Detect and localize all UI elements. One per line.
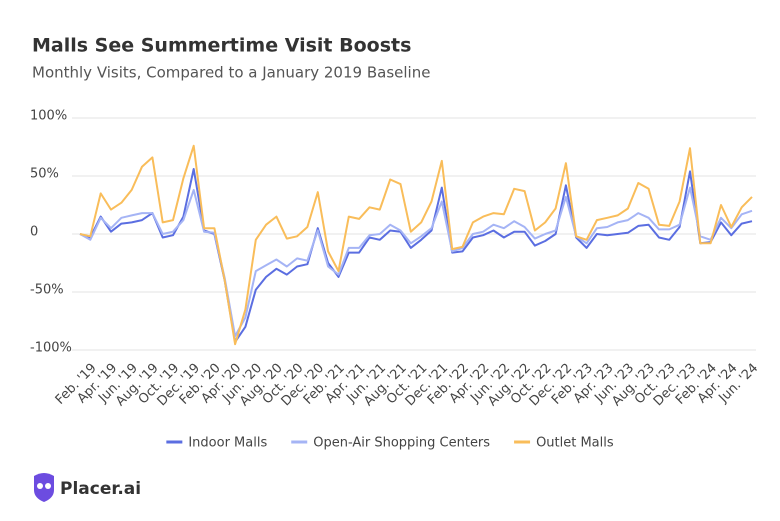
y-tick-label: -50% (30, 283, 64, 298)
chart-title: Malls See Summertime Visit Boosts (32, 35, 411, 57)
chart-subtitle: Monthly Visits, Compared to a January 20… (32, 64, 430, 82)
y-tick-label: -100% (30, 341, 72, 356)
series-line (79, 168, 753, 343)
logo-eye (45, 483, 51, 489)
legend-label: Indoor Malls (188, 436, 267, 451)
logo: Placer.ai (34, 473, 141, 502)
series-line (79, 144, 753, 346)
y-tick-label: 100% (30, 109, 67, 124)
brand: Placer.ai (60, 479, 141, 499)
logo-icon (34, 473, 54, 502)
legend-label: Open-Air Shopping Centers (313, 436, 490, 451)
y-tick-label: 0 (30, 225, 38, 240)
logo-eye (37, 483, 43, 489)
series-line (79, 186, 753, 338)
legend-label: Outlet Malls (536, 436, 614, 451)
legend: Indoor Malls Open-Air Shopping Centers Out… (166, 436, 614, 451)
y-tick-label: 50% (30, 167, 59, 182)
